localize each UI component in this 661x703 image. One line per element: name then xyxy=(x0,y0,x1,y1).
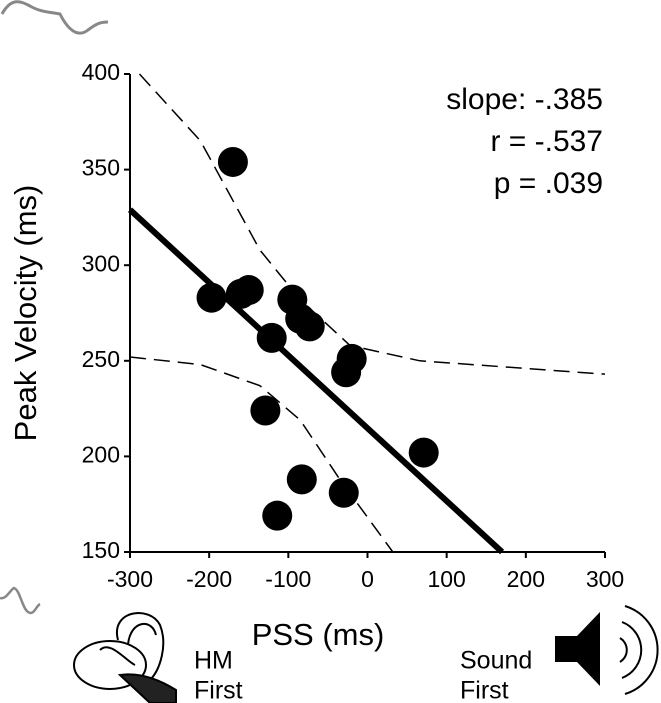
point xyxy=(250,395,281,426)
y-tick-label: 150 xyxy=(82,537,120,563)
point xyxy=(328,477,359,508)
y-tick-label: 250 xyxy=(82,346,120,372)
annotation: r = -.537 xyxy=(490,125,603,158)
confidence-band xyxy=(129,356,394,553)
point xyxy=(196,282,227,313)
y-tick-label: 300 xyxy=(82,250,120,276)
confidence-band xyxy=(138,73,606,375)
x-tick-label: 100 xyxy=(427,566,465,592)
y-tick-label: 400 xyxy=(82,59,120,85)
point xyxy=(286,464,317,495)
y-tick-label: 200 xyxy=(82,441,120,467)
x-tick-label: 0 xyxy=(361,566,374,592)
waveform-icon xyxy=(0,586,41,615)
x-tick-label: 200 xyxy=(507,566,545,592)
point xyxy=(262,500,293,531)
x-tick-label: -200 xyxy=(186,566,232,592)
x-tick-label: -100 xyxy=(265,566,311,592)
fit-line xyxy=(127,207,505,555)
point xyxy=(233,275,264,306)
y-tick-label: 350 xyxy=(82,155,120,181)
annotation: p = .039 xyxy=(494,167,603,200)
y-axis-label: Peak Velocity (ms) xyxy=(8,185,43,442)
speaker-icon xyxy=(555,605,659,695)
side-label: Sound xyxy=(460,647,532,675)
ear-icon xyxy=(73,612,177,703)
point xyxy=(256,322,287,353)
side-label: First xyxy=(460,677,509,703)
point xyxy=(331,357,362,388)
point xyxy=(217,146,248,177)
waveform-icon xyxy=(0,0,109,35)
point xyxy=(408,437,439,468)
x-tick-label: 300 xyxy=(586,566,624,592)
point xyxy=(294,311,325,342)
annotation: slope: -.385 xyxy=(446,83,603,116)
x-tick-label: -300 xyxy=(107,566,153,592)
side-label: First xyxy=(194,677,243,703)
side-label: HM xyxy=(194,647,233,675)
x-axis-label: PSS (ms) xyxy=(252,617,385,652)
